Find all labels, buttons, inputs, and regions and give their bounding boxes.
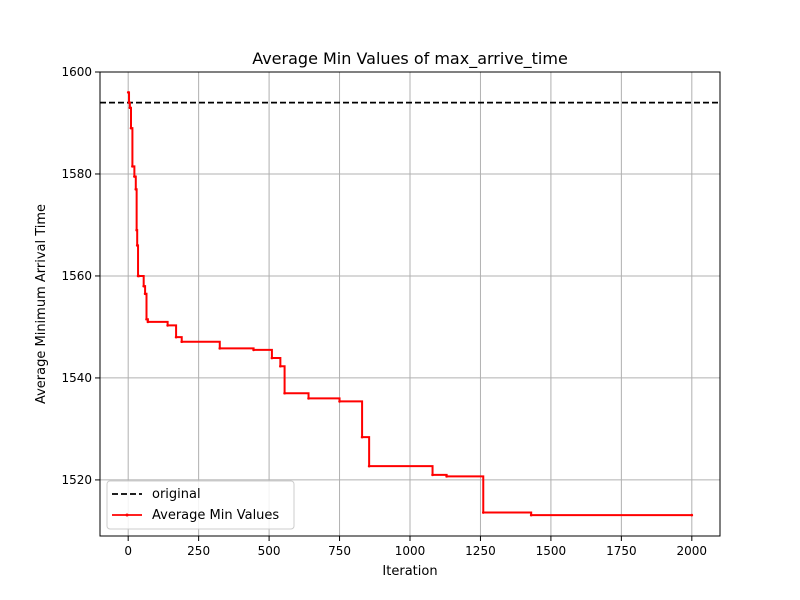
data-point (137, 274, 141, 278)
y-axis-ticks: 1520 1540 1560 1580 1600 (61, 65, 100, 487)
x-tick-label: 500 (258, 544, 281, 558)
x-tick-label: 2000 (677, 544, 708, 558)
data-point (270, 356, 274, 360)
data-point (529, 513, 533, 517)
x-axis-ticks: 0 250 500 750 1000 1250 1500 1750 2000 (124, 536, 707, 558)
data-point (142, 284, 145, 288)
data-point (367, 464, 371, 468)
chart-title: Average Min Values of max_arrive_time (252, 49, 568, 69)
data-point (166, 324, 169, 327)
data-point (283, 391, 286, 395)
y-tick-label: 1540 (61, 371, 92, 385)
legend-label-original: original (152, 487, 201, 502)
legend: original Average Min Values (106, 480, 295, 530)
data-point (133, 175, 136, 178)
data-point (445, 475, 448, 478)
data-point (481, 511, 485, 514)
data-point (338, 400, 341, 403)
data-point (690, 513, 694, 517)
data-point (135, 244, 139, 247)
data-point (135, 228, 138, 232)
data-point (145, 317, 148, 321)
y-axis-label: Average Minimum Arrival Time (34, 204, 49, 404)
data-point (146, 320, 150, 324)
x-tick-label: 750 (328, 544, 351, 558)
x-tick-label: 250 (187, 544, 210, 558)
x-tick-label: 0 (124, 544, 132, 558)
data-point (174, 335, 178, 339)
legend-label-average-min: Average Min Values (152, 508, 279, 523)
x-tick-label: 1250 (465, 544, 496, 558)
y-tick-label: 1600 (61, 65, 92, 79)
y-tick-label: 1560 (61, 269, 92, 283)
data-point (252, 348, 255, 352)
data-point (127, 101, 131, 104)
data-point (279, 364, 282, 368)
plot-area: 0 250 500 750 1000 1250 1500 1750 2000 152015401… (61, 65, 721, 558)
data-point (129, 126, 133, 130)
data-point (131, 165, 134, 168)
x-tick-label: 1000 (395, 544, 426, 558)
legend-box (106, 480, 295, 530)
x-axis-label: Iteration (382, 564, 437, 579)
data-point (360, 435, 364, 439)
data-point (128, 106, 132, 109)
x-tick-label: 1500 (536, 544, 567, 558)
data-point (431, 473, 434, 477)
data-point (126, 91, 130, 94)
x-tick-label: 1750 (606, 544, 637, 558)
y-tick-label: 1520 (61, 473, 92, 487)
data-point (143, 292, 147, 296)
series-layer (100, 91, 720, 517)
y-tick-label: 1580 (61, 167, 92, 181)
data-point (307, 397, 310, 400)
data-point (180, 340, 184, 344)
data-point (218, 347, 222, 350)
data-point (134, 187, 138, 191)
legend-marker-average-min (125, 513, 129, 517)
